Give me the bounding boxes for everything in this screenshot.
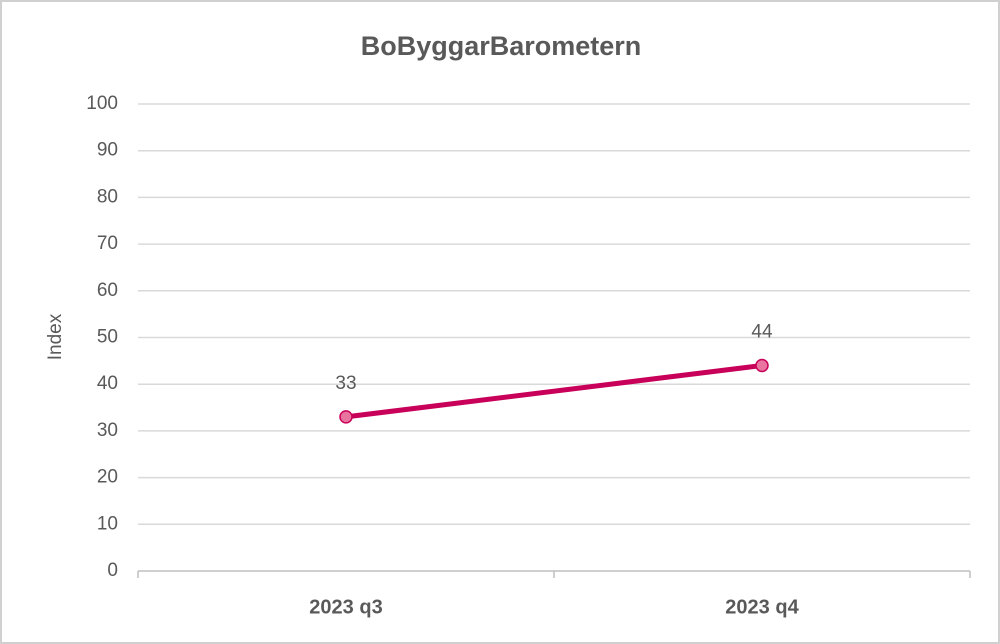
y-tick-label: 80 [97,186,118,207]
y-tick-label: 70 [97,233,118,254]
y-axis-label: Index [45,313,66,360]
y-tick-label: 40 [97,373,118,394]
x-tick-label: 2023 q4 [725,596,799,618]
line [343,363,765,420]
y-tick-label: 60 [97,280,118,301]
y-tick-label: 90 [97,140,118,161]
y-tick-label: 0 [107,560,118,581]
y-tick-label: 10 [97,513,118,534]
y-tick-label: 20 [97,467,118,488]
marker [755,358,769,373]
chart-title: BoByggarBarometern [361,31,642,61]
marker [339,410,353,424]
data-label: 44 [751,322,773,343]
y-tick-label: 30 [97,420,118,441]
x-tick-label: 2023 q3 [309,596,382,618]
y-tick-label: 50 [97,327,118,348]
data-label: 33 [335,373,356,394]
y-tick-label: 100 [86,93,118,114]
